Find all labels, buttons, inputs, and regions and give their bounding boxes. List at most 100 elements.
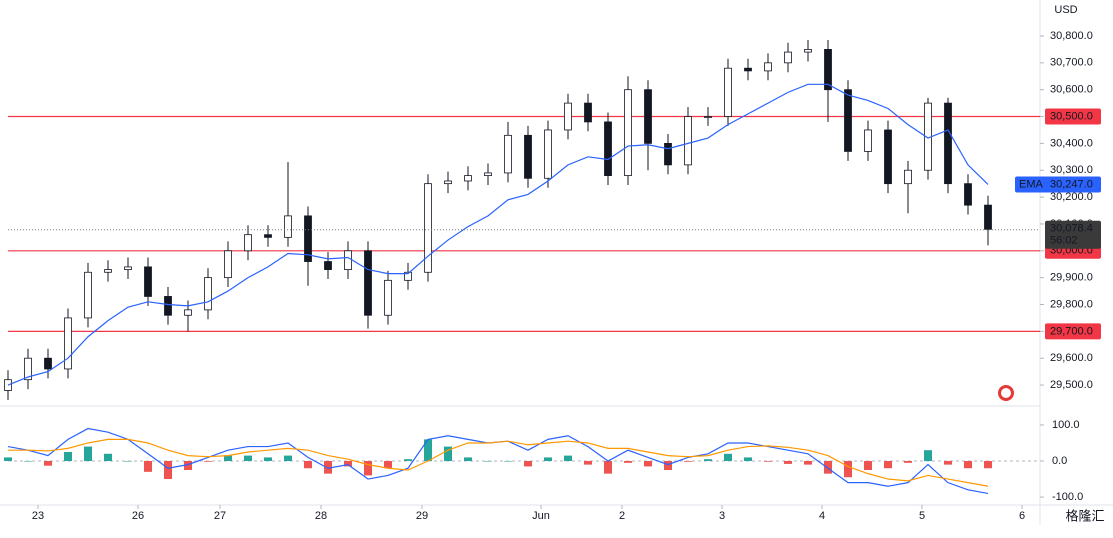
ema-line [7, 83, 989, 386]
candle-body [184, 309, 192, 316]
histogram-bar [164, 461, 172, 480]
histogram-bar [504, 461, 512, 462]
x-tick-label: Jun [532, 510, 550, 522]
candle-body [624, 89, 632, 177]
histogram-bar [324, 461, 332, 474]
histogram-bar [404, 459, 412, 462]
y-tick-label: 30,200.0 [1050, 191, 1093, 203]
level-label-box [1045, 108, 1101, 125]
candle-body [384, 279, 392, 316]
candle-body [964, 183, 972, 206]
histogram-bar [124, 461, 132, 462]
y-tick-label: 30,600.0 [1050, 84, 1093, 96]
candle-body [204, 277, 212, 311]
candle-body [164, 296, 172, 316]
histogram-bar [344, 461, 352, 467]
candle-body [84, 271, 92, 319]
candle-body [344, 250, 352, 270]
candle-body [724, 67, 732, 117]
x-tick-label: 29 [416, 510, 428, 522]
level-label-box [1045, 323, 1101, 340]
x-tick-label: 3 [719, 510, 725, 522]
candle-body [944, 102, 952, 185]
y-tick-label: 30,700.0 [1050, 57, 1093, 69]
y-tick-label: -100.0 [1052, 491, 1083, 503]
histogram-bar [264, 457, 272, 462]
histogram-bar [104, 453, 112, 462]
histogram-bar [744, 457, 752, 462]
candle-body [144, 266, 152, 297]
histogram-bar [304, 461, 312, 469]
histogram-bar [604, 461, 612, 474]
candle-body [684, 116, 692, 166]
candle-body [284, 215, 292, 238]
candle-body [444, 180, 452, 185]
histogram-bar [824, 461, 832, 474]
histogram-bar [784, 461, 792, 464]
candle-body [324, 261, 332, 270]
candle-body [704, 116, 712, 118]
candle-body [584, 102, 592, 123]
histogram-bar [84, 446, 92, 462]
macd-line [8, 438, 989, 487]
candle-body [424, 183, 432, 273]
histogram-bar [564, 455, 572, 462]
candle-body [904, 169, 912, 185]
x-tick-label: 23 [32, 510, 44, 522]
candle-body [844, 89, 852, 152]
last-price-label: 30,078.4 [1050, 223, 1093, 235]
y-tick-label: 0.0 [1052, 455, 1067, 467]
y-tick-label: 29,600.0 [1050, 352, 1093, 364]
candle-body [564, 102, 572, 131]
histogram-bar [484, 461, 492, 462]
last-price-box [1045, 220, 1101, 249]
candle-body [24, 357, 32, 381]
candle-body [464, 175, 472, 182]
candle-body [484, 172, 492, 177]
y-tick-label: 30,400.0 [1050, 137, 1093, 149]
candle-body [104, 269, 112, 273]
candle-body [244, 234, 252, 252]
histogram-bar [764, 461, 772, 462]
histogram-bar [904, 461, 912, 463]
candle-body [544, 129, 552, 179]
y-tick-label: 100.0 [1052, 419, 1080, 431]
y-tick-label: 30,800.0 [1050, 30, 1093, 42]
ema-tag-name: EMA [1019, 178, 1044, 190]
candle-body [504, 134, 512, 174]
histogram-bar [24, 461, 32, 462]
candle-body [804, 49, 812, 53]
histogram-bar [584, 461, 592, 465]
candle-body [784, 51, 792, 64]
histogram-bar [44, 461, 52, 466]
histogram-bar [864, 461, 872, 471]
histogram-bar [524, 461, 532, 467]
candle-body [604, 121, 612, 177]
candle-body [884, 129, 892, 185]
candle-body [864, 129, 872, 152]
flag-icon-inner [1001, 388, 1011, 398]
countdown-label: 56:02 [1050, 235, 1078, 247]
level-label: 29,700.0 [1050, 325, 1093, 337]
candle-body [664, 142, 672, 166]
x-tick-label: 4 [819, 510, 825, 522]
candle-body [364, 250, 372, 316]
candle-body [224, 250, 232, 279]
candle-body [264, 234, 272, 238]
x-tick-label: 5 [919, 510, 925, 522]
histogram-bar [644, 461, 652, 467]
histogram-bar [4, 457, 12, 462]
histogram-bar [544, 457, 552, 462]
x-tick-label: 28 [315, 510, 327, 522]
histogram-bar [964, 461, 972, 469]
histogram-bar [144, 461, 152, 472]
y-tick-label: 29,500.0 [1050, 379, 1093, 391]
candle-body [644, 89, 652, 144]
x-tick-label: 6 [1019, 510, 1025, 522]
histogram-bar [364, 461, 372, 476]
candle-body [64, 317, 72, 370]
candle-body [124, 266, 132, 270]
candle-body [984, 204, 992, 230]
